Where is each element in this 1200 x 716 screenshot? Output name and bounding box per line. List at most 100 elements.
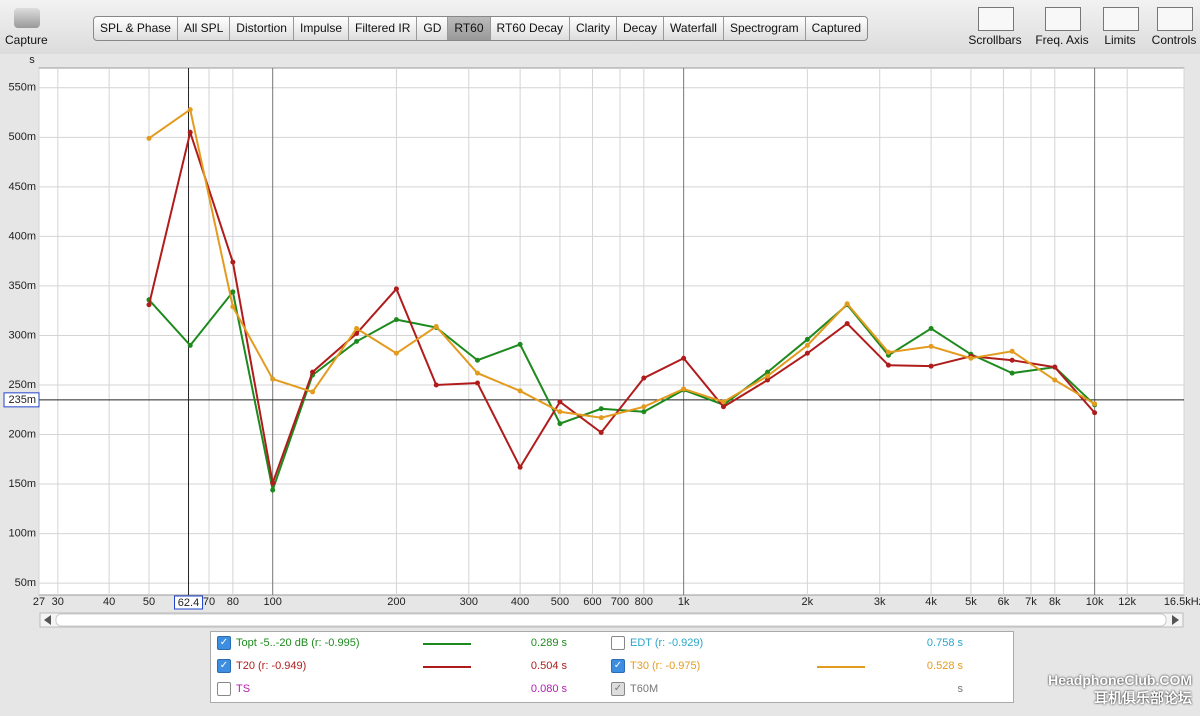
data-point	[557, 409, 563, 415]
data-point	[433, 324, 439, 330]
checkbox[interactable]: ✓	[217, 659, 231, 673]
legend-line	[423, 666, 471, 668]
data-point	[968, 355, 974, 361]
data-point	[393, 286, 399, 292]
y-tick-label: 100m	[8, 527, 36, 539]
data-point	[517, 464, 523, 470]
data-point	[146, 302, 152, 308]
data-point	[928, 343, 934, 349]
data-point	[765, 369, 771, 375]
tool-icon[interactable]	[978, 7, 1014, 31]
y-tick-label: 200m	[8, 428, 36, 440]
legend-entry: ✓ T30 (r: -0.975)	[611, 657, 700, 675]
tab[interactable]: All SPL	[178, 17, 231, 40]
data-point	[1092, 410, 1098, 416]
data-point	[720, 404, 726, 410]
checkbox[interactable]: ✓	[217, 636, 231, 650]
legend-entry: ✓ Topt -5..-20 dB (r: -0.995)	[217, 634, 360, 652]
tab[interactable]: SPL & Phase	[94, 17, 178, 40]
tab[interactable]: Decay	[617, 17, 665, 40]
x-tick-label: 400	[511, 596, 529, 608]
capture-button[interactable]: Capture	[5, 33, 48, 47]
tab[interactable]: RT60	[448, 17, 491, 40]
readout: 0.758 s	[926, 637, 963, 649]
cursor-x-label: 62.4	[178, 597, 199, 609]
grid	[38, 68, 1185, 595]
x-tick-label: 70	[203, 596, 215, 608]
data-point	[517, 341, 523, 347]
y-tick-label: 50m	[15, 577, 36, 589]
data-point	[844, 321, 850, 327]
data-point	[1052, 364, 1058, 370]
y-tick-label: 250m	[8, 379, 36, 391]
data-point	[354, 338, 360, 344]
y-tick-label: 150m	[8, 478, 36, 490]
legend-line	[423, 643, 471, 645]
data-point	[187, 342, 193, 348]
x-tick-label: 100	[264, 596, 282, 608]
tab[interactable]: Distortion	[230, 17, 294, 40]
data-point	[354, 330, 360, 336]
data-point	[354, 326, 360, 332]
data-point	[1009, 348, 1015, 354]
checkbox[interactable]	[217, 682, 231, 696]
x-tick-label: 1k	[678, 596, 690, 608]
data-point	[928, 363, 934, 369]
tab-bar: SPL & Phase All SPL Distortion Impulse Filte…	[93, 16, 869, 41]
legend-label: T30 (r: -0.975)	[630, 660, 701, 672]
data-point	[230, 259, 236, 265]
data-point	[765, 373, 771, 379]
data-point	[1009, 370, 1015, 376]
tab[interactable]: Captured	[811, 21, 862, 35]
tab[interactable]: Waterfall	[664, 17, 724, 40]
tool-icon[interactable]	[1103, 7, 1139, 31]
data-point	[928, 326, 934, 332]
tool-icon[interactable]	[1045, 7, 1081, 31]
legend-entry: ✓ T20 (r: -0.949)	[217, 657, 306, 675]
data-point	[641, 404, 647, 410]
data-point	[885, 362, 891, 368]
x-tick-label: 50	[143, 596, 155, 608]
legend-entry: EDT (r: -0.929)	[611, 634, 703, 652]
x-tick-label: 500	[551, 596, 569, 608]
tab[interactable]: Clarity	[570, 17, 618, 40]
readout: 0.504 s	[530, 660, 567, 672]
cursor-label-box	[3, 392, 40, 408]
x-tick-label: 800	[635, 596, 653, 608]
data-point	[474, 357, 480, 363]
tool-icon[interactable]	[1157, 7, 1193, 31]
data-point	[1092, 401, 1098, 407]
x-tick-label: 27	[33, 596, 45, 608]
y-tick-label: 400m	[8, 230, 36, 242]
data-point	[1009, 357, 1015, 363]
tool-button[interactable]: Controls	[1151, 33, 1197, 47]
tab[interactable]: GD	[417, 17, 449, 40]
legend-label: T20 (r: -0.949)	[236, 660, 307, 672]
data-point	[517, 388, 523, 394]
scrollbar[interactable]	[39, 612, 1184, 628]
data-point	[1052, 377, 1058, 383]
tool-button[interactable]: Scrollbars	[968, 33, 1022, 47]
tab[interactable]: Spectrogram	[724, 17, 806, 40]
cursor-y-label: 235m	[8, 394, 36, 406]
tab[interactable]: Filtered IR	[349, 17, 418, 40]
capture-icon[interactable]	[14, 8, 40, 28]
legend-entry: TS	[217, 680, 250, 698]
checkbox[interactable]: ✓	[611, 659, 625, 673]
x-tick-label: 3k	[874, 596, 886, 608]
checkbox[interactable]: ✓	[611, 682, 625, 696]
x-tick-label: 16.5kHz	[1164, 596, 1200, 608]
x-tick-label: 5k	[965, 596, 977, 608]
tool-button[interactable]: Limits	[1104, 33, 1136, 47]
y-axis-label: s	[29, 54, 35, 66]
tool-button[interactable]: Freq. Axis	[1035, 33, 1089, 47]
checkbox[interactable]	[611, 636, 625, 650]
tab[interactable]: RT60 Decay	[491, 17, 570, 40]
y-tick-label: 300m	[8, 329, 36, 341]
tab[interactable]: Impulse	[294, 17, 350, 40]
watermark: HeadphoneClub.COM 耳机俱乐部论坛	[1048, 672, 1192, 708]
series-line	[148, 107, 1096, 419]
y-tick-label: 500m	[8, 131, 36, 143]
x-tick-label: 300	[460, 596, 478, 608]
